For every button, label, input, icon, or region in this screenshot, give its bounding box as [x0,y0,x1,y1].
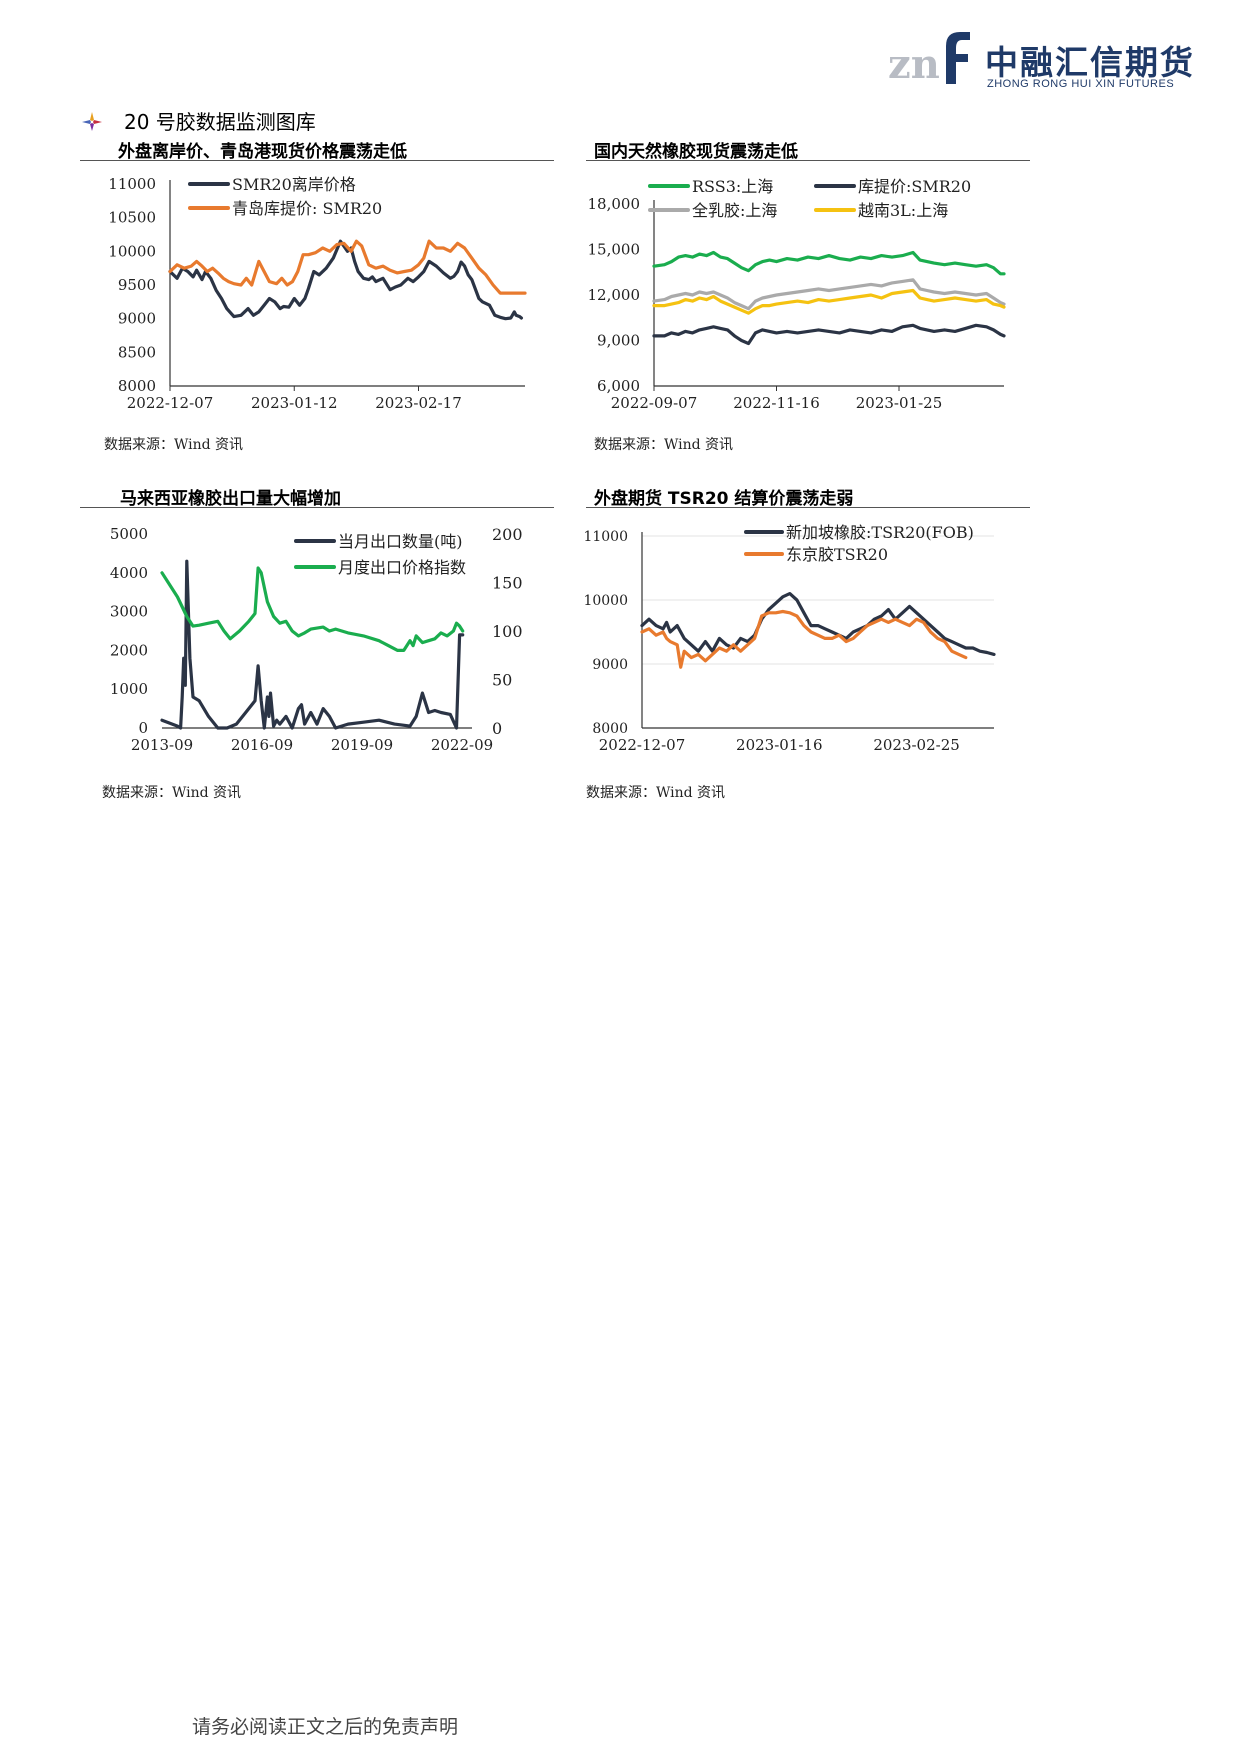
legend-label: 当月出口数量(吨) [338,532,463,551]
y-tick-label: 8000 [592,721,628,737]
y-tick-label: 1000 [110,680,148,698]
chart2-source: 数据来源：Wind 资讯 [594,437,734,453]
legend-label: RSS3:上海 [692,177,773,196]
legend-label: SMR20离岸价格 [232,175,356,194]
y-tick-label: 6,000 [597,377,640,395]
chart2-title: 国内天然橡胶现货震荡走低 [594,142,798,162]
y-tick-label: 11000 [583,529,628,545]
series-line-1 [652,250,1006,276]
series-line-2 [652,323,1006,346]
chart3-svg: 0 1000 2000 3000 4000 5000 0 50 100 150 200 2013-09… [110,525,523,754]
x-tick-label: 2023-01-12 [251,394,337,412]
chart4-source: 数据来源：Wind 资讯 [586,785,726,801]
series-line-2 [168,239,527,295]
series-line-1 [168,239,523,321]
legend-label: 月度出口价格指数 [338,558,466,577]
y2-tick-label: 50 [492,671,512,690]
chart3-title: 马来西亚橡胶出口量大幅增加 [120,489,341,509]
logo-chinese: 中融汇信期货 [985,43,1195,82]
y-tick-label: 10500 [108,209,156,227]
y-tick-label: 2000 [110,641,148,659]
y2-tick-label: 150 [492,574,523,593]
legend-label: 库提价:SMR20 [858,177,971,196]
logo-english: ZHONG RONG HUI XIN FUTURES [987,78,1175,90]
y-tick-label: 8000 [118,377,156,395]
x-tick-label: 2016-09 [231,736,293,754]
section-title: 20 号胶数据监测图库 [124,110,316,134]
series-line-2 [640,609,968,669]
chart1-title: 外盘离岸价、青岛港现货价格震荡走低 [118,142,407,162]
y2-tick-label: 200 [492,525,523,544]
x-tick-label: 2019-09 [331,736,393,754]
legend-label: 青岛库提价: SMR20 [232,199,382,218]
diamond-bullet-icon [82,112,102,131]
chart-smr20-qingdao: 8000 8500 9000 9500 10000 10500 11000 2022-12-0… [90,168,550,418]
x-tick-label: 2022-11-16 [733,394,819,412]
legend-label: 越南3L:上海 [858,201,948,220]
chart2-title-rule [586,160,1030,161]
y-tick-label: 9500 [118,276,156,294]
chart1-source: 数据来源：Wind 资讯 [104,437,244,453]
x-tick-label: 2023-02-25 [873,736,959,754]
chart4-svg: 8000 9000 10000 11000 2022-12-07 2023-01-16 20… [583,523,996,754]
series-line-1 [640,591,996,656]
y-tick-label: 12,000 [588,286,641,304]
series-line-1 [160,559,465,730]
y-tick-label: 10000 [108,242,156,260]
y-tick-label: 0 [138,719,148,737]
x-tick-label: 2023-01-25 [856,394,942,412]
chart-malaysia-export: 0 1000 2000 3000 4000 5000 0 50 100 150 200 2013-09… [90,516,540,756]
y-tick-label: 9,000 [597,332,640,350]
legend-label: 东京胶TSR20 [786,545,888,564]
chart-tsr20-settlement: 8000 9000 10000 11000 2022-12-07 2023-01-16 20… [580,516,1020,756]
y-tick-label: 18,000 [588,195,641,213]
y-tick-label: 8500 [118,343,156,361]
y-tick-label: 10000 [583,593,628,609]
legend-label: 新加坡橡胶:TSR20(FOB) [786,523,974,542]
x-tick-label: 2023-01-16 [736,736,822,754]
y2-tick-label: 100 [492,622,523,641]
y-tick-label: 11000 [108,175,156,193]
y-tick-label: 9000 [118,310,156,328]
series-line-3 [652,278,1006,311]
series-line-2 [160,566,465,652]
chart2-svg: 6,000 9,000 12,000 15,000 18,000 2022-09-07 20… [588,177,1006,412]
chart1-svg: 8000 8500 9000 9500 10000 10500 11000 2022-12-0… [108,175,527,412]
x-tick-label: 2022-09 [431,736,493,754]
legend-label: 全乳胶:上海 [692,201,777,220]
y-tick-label: 15,000 [588,241,641,259]
y2-tick-label: 0 [492,719,502,738]
chart3-source: 数据来源：Wind 资讯 [102,785,242,801]
y-tick-label: 3000 [110,603,148,621]
svg-text:zn: zn [888,41,940,88]
chart4-title-rule [586,507,1030,508]
x-tick-label: 2013-09 [131,736,193,754]
x-tick-label: 2023-02-17 [375,394,461,412]
y-tick-label: 4000 [110,564,148,582]
chart1-title-rule [80,160,554,161]
company-logo: zn [888,32,970,88]
y-tick-label: 5000 [110,525,148,543]
chart4-title: 外盘期货 TSR20 结算价震荡走弱 [594,489,854,509]
series-line-4 [652,288,1006,315]
chart3-title-rule [80,507,554,508]
x-tick-label: 2022-12-07 [127,394,213,412]
chart-domestic-spot: 6,000 9,000 12,000 15,000 18,000 2022-09-07 20… [580,168,1020,418]
x-tick-label: 2022-09-07 [611,394,697,412]
y-tick-label: 9000 [592,657,628,673]
x-tick-label: 2022-12-07 [599,736,685,754]
disclaimer-footer: 请务必阅读正文之后的免责声明 [192,1716,459,1738]
